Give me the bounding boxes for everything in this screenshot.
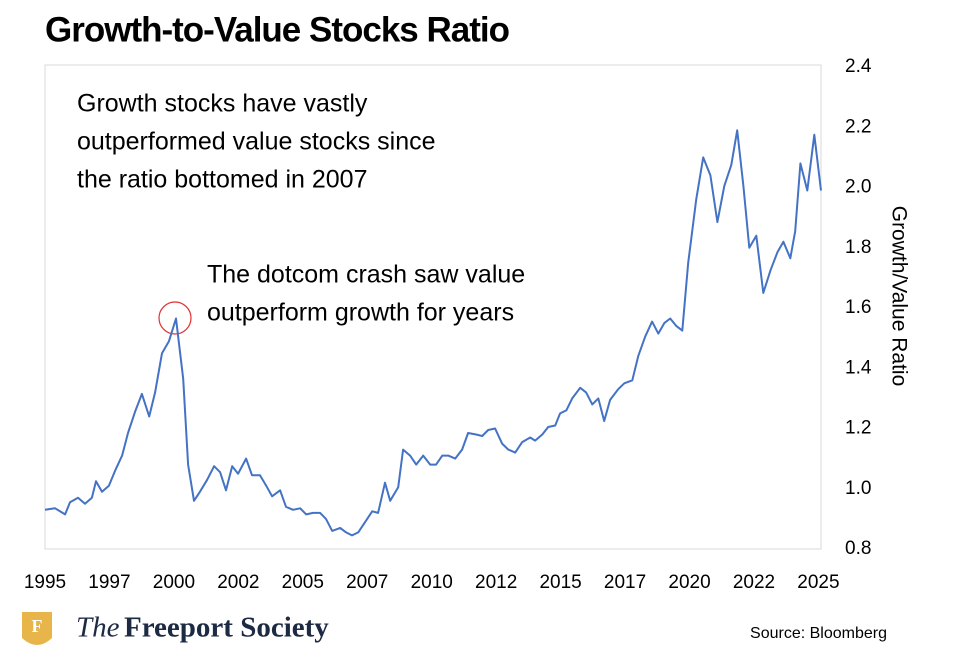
x-tick-label: 2000 [153,572,195,593]
brand-name: Freeport Society [124,612,329,644]
plot-border [44,64,822,550]
x-tick-label: 2015 [539,572,581,593]
y-axis-label: Growth/Value Ratio [887,206,910,387]
annotation: outperform growth for years [207,299,514,327]
y-tick-label: 0.8 [845,538,871,559]
logo-letter: F [32,616,43,636]
x-tick-label: 1997 [88,572,130,593]
y-tick-label: 2.2 [845,116,871,137]
y-tick-label: 2.0 [845,177,871,198]
x-tick-label: 2020 [668,572,710,593]
annotation: the ratio bottomed in 2007 [77,166,367,194]
x-tick-label: 2005 [282,572,324,593]
source: Source: Bloomberg [750,625,887,642]
x-tick-label: 2025 [797,572,839,593]
x-tick-label: 2007 [346,572,388,593]
x-tick-label: 2012 [475,572,517,593]
y-tick-label: 1.6 [845,297,871,318]
annotation: The dotcom crash saw value [207,261,525,289]
highlight-circle [158,301,192,335]
annotation: Growth stocks have vastly [77,90,368,118]
y-tick-label: 1.2 [845,418,871,439]
chart-title: Growth-to-Value Stocks Ratio [45,10,510,49]
y-tick-label: 2.4 [845,56,872,77]
annotation: outperformed value stocks since [77,128,436,156]
x-tick-label: 2010 [411,572,453,593]
y-tick-label: 1.4 [845,357,872,378]
logo-badge [22,612,52,645]
x-tick-label: 2002 [217,572,259,593]
brand-prefix: The [76,612,120,644]
x-tick-label: 2022 [733,572,775,593]
y-tick-label: 1.8 [845,237,871,258]
x-tick-label: 2017 [604,572,646,593]
x-tick-label: 1995 [24,572,66,593]
y-tick-label: 1.0 [845,478,871,499]
data-line [44,129,822,537]
